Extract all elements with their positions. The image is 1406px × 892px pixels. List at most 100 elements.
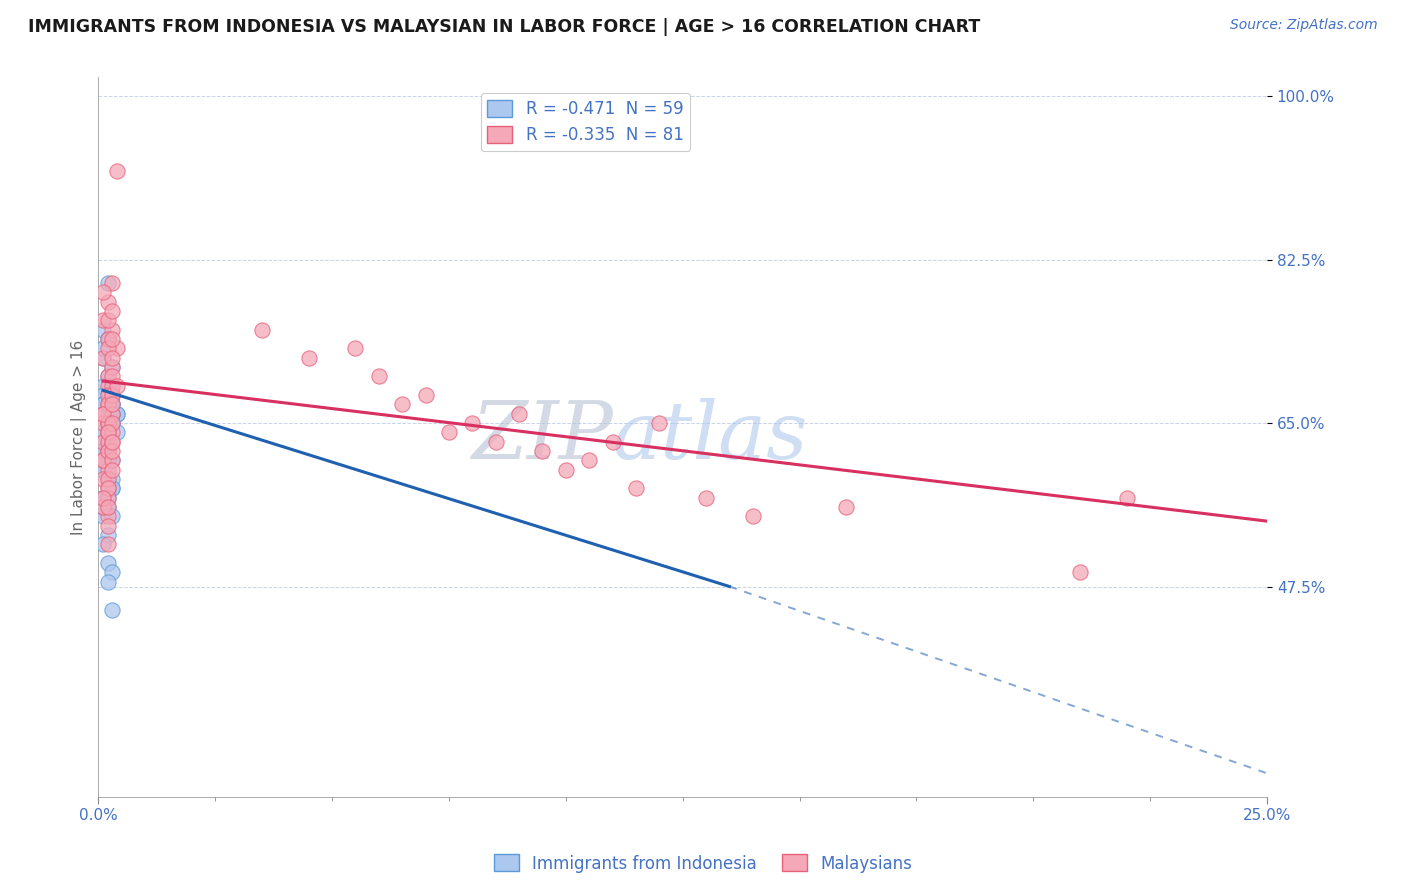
Point <box>101 453 124 467</box>
Point <box>695 491 717 505</box>
Point <box>105 407 128 421</box>
Point <box>97 482 120 496</box>
Point <box>101 416 124 430</box>
Point <box>97 397 120 411</box>
Point <box>415 388 437 402</box>
Point <box>101 276 124 290</box>
Point <box>97 313 120 327</box>
Point <box>101 397 124 411</box>
Y-axis label: In Labor Force | Age > 16: In Labor Force | Age > 16 <box>72 340 87 534</box>
Point <box>648 416 671 430</box>
Point <box>391 397 413 411</box>
Point <box>97 434 120 449</box>
Point <box>101 388 124 402</box>
Point <box>91 323 114 337</box>
Point <box>91 341 114 355</box>
Point <box>101 566 124 580</box>
Point <box>101 453 124 467</box>
Point <box>101 603 124 617</box>
Point <box>97 416 120 430</box>
Point <box>101 416 124 430</box>
Point <box>97 407 120 421</box>
Point <box>97 491 120 505</box>
Point <box>101 482 124 496</box>
Point <box>97 341 120 355</box>
Point <box>91 463 114 477</box>
Point <box>1115 491 1137 505</box>
Point <box>97 332 120 346</box>
Point <box>97 416 120 430</box>
Text: Source: ZipAtlas.com: Source: ZipAtlas.com <box>1230 18 1378 32</box>
Point <box>554 463 576 477</box>
Point <box>91 378 114 392</box>
Point <box>91 416 114 430</box>
Point <box>97 276 120 290</box>
Point <box>97 388 120 402</box>
Point <box>741 509 763 524</box>
Point <box>91 453 114 467</box>
Text: IMMIGRANTS FROM INDONESIA VS MALAYSIAN IN LABOR FORCE | AGE > 16 CORRELATION CHA: IMMIGRANTS FROM INDONESIA VS MALAYSIAN I… <box>28 18 980 36</box>
Point <box>437 425 460 440</box>
Point <box>97 574 120 589</box>
Point <box>101 509 124 524</box>
Point <box>97 556 120 570</box>
Point <box>624 482 647 496</box>
Point <box>91 444 114 458</box>
Point <box>105 378 128 392</box>
Point <box>101 482 124 496</box>
Point <box>97 509 120 524</box>
Point <box>344 341 367 355</box>
Point <box>91 509 114 524</box>
Point <box>91 397 114 411</box>
Point <box>97 388 120 402</box>
Point <box>91 425 114 440</box>
Point <box>101 472 124 486</box>
Point <box>97 425 120 440</box>
Point <box>91 407 114 421</box>
Point <box>250 323 273 337</box>
Point <box>101 397 124 411</box>
Point <box>91 537 114 551</box>
Point <box>97 444 120 458</box>
Point <box>97 528 120 542</box>
Point <box>97 518 120 533</box>
Point <box>97 332 120 346</box>
Point <box>97 537 120 551</box>
Point <box>101 388 124 402</box>
Point <box>105 341 128 355</box>
Point <box>91 351 114 365</box>
Point <box>508 407 530 421</box>
Point <box>91 407 114 421</box>
Point <box>101 351 124 365</box>
Point <box>91 491 114 505</box>
Point <box>91 463 114 477</box>
Point <box>97 472 120 486</box>
Point <box>101 425 124 440</box>
Point <box>602 434 624 449</box>
Point <box>298 351 321 365</box>
Point <box>101 378 124 392</box>
Point <box>101 463 124 477</box>
Point <box>105 407 128 421</box>
Point <box>91 388 114 402</box>
Point <box>91 500 114 515</box>
Point <box>91 434 114 449</box>
Point <box>531 444 554 458</box>
Point <box>101 323 124 337</box>
Text: atlas: atlas <box>613 399 808 475</box>
Point <box>97 434 120 449</box>
Point <box>97 491 120 505</box>
Point <box>97 425 120 440</box>
Point <box>97 444 120 458</box>
Point <box>97 397 120 411</box>
Point <box>101 407 124 421</box>
Point <box>97 397 120 411</box>
Point <box>91 351 114 365</box>
Point <box>91 491 114 505</box>
Point <box>91 313 114 327</box>
Point <box>101 304 124 318</box>
Point <box>97 369 120 384</box>
Point <box>101 434 124 449</box>
Point <box>101 359 124 374</box>
Point <box>101 434 124 449</box>
